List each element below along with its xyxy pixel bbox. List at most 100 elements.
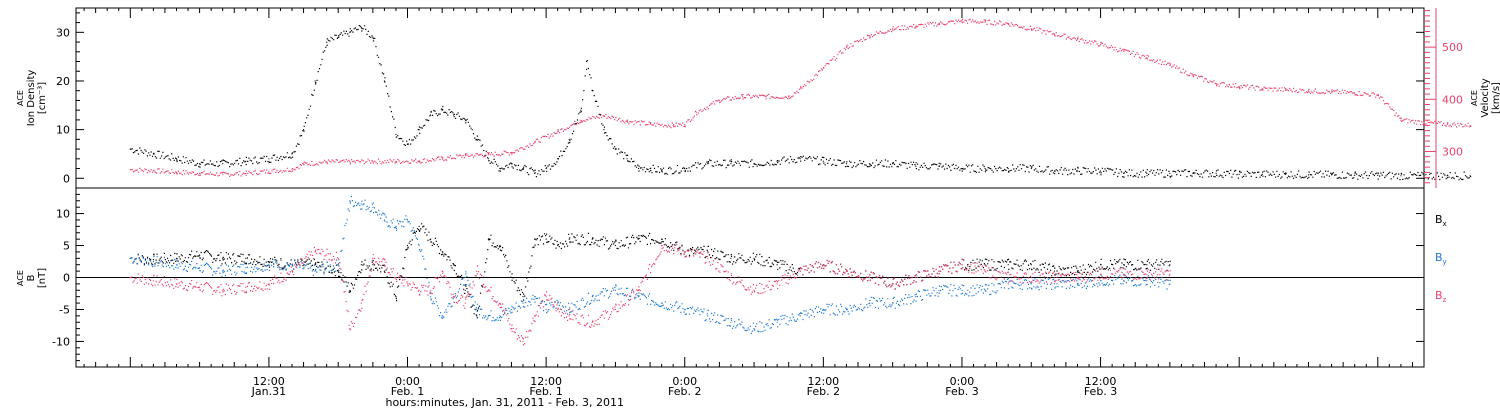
density-point-5: [245, 160, 247, 162]
bz-point-0: [129, 276, 131, 279]
velocity-point-51: [1261, 88, 1263, 90]
plot-frames: [75, 7, 1425, 368]
density-point-30: [557, 158, 559, 160]
x-axis-label: hours:minutes, Jan. 31, 2011 - Feb. 3, 2…: [385, 396, 624, 409]
by-point-21: [476, 308, 478, 311]
velocity-point-31: [799, 88, 801, 90]
x-tick-date-0: Jan.31: [251, 385, 286, 398]
density-tick-label-0: 0: [63, 172, 70, 185]
velocity-point-39: [984, 21, 986, 23]
bz-point-7: [291, 270, 293, 272]
bx-point-12: [372, 264, 374, 266]
by-point-35: [707, 315, 709, 317]
b-tick-label-5: 5: [63, 240, 70, 253]
bx-point-33: [661, 238, 663, 240]
density-point-10: [326, 41, 328, 43]
density-point-49: [869, 163, 871, 165]
velocity-point-52: [1284, 89, 1286, 91]
density-point-3: [199, 163, 201, 165]
velocity-point-55: [1354, 92, 1356, 94]
velocity-point-0: [129, 169, 131, 171]
bx-point-9: [337, 270, 339, 272]
density-tick-label-20: 20: [56, 75, 70, 88]
bz-point-2: [175, 283, 178, 285]
bx-point-2: [175, 257, 178, 259]
by-point-41: [845, 308, 848, 311]
x-tick-time-0: 12:00: [253, 375, 285, 388]
velocity-point-58: [1423, 122, 1425, 124]
bx-point-6: [268, 260, 270, 263]
by-point-20: [464, 276, 466, 279]
density-point-12: [349, 31, 351, 33]
bz-point-48: [1007, 276, 1009, 279]
x-tick-date-5: Feb. 3: [945, 385, 978, 398]
b-axis-label-line-0: ACE: [16, 270, 25, 286]
by-point-11: [360, 203, 362, 205]
by-point-15: [406, 219, 409, 221]
bx-point-3: [199, 254, 201, 256]
bx-point-30: [591, 238, 593, 240]
density-point-38: [637, 167, 640, 170]
bz-point-38: [776, 283, 778, 285]
bz-point-50: [1053, 276, 1055, 279]
velocity-point-13: [418, 160, 420, 162]
bz-point-8: [314, 251, 316, 253]
velocity-point-10: [349, 161, 351, 163]
bz-point-52: [1100, 273, 1102, 275]
x-tick-date-3: Feb. 2: [668, 385, 701, 398]
legend-bx: Bx: [1435, 213, 1447, 228]
bx-point-26: [534, 238, 536, 240]
density-point-75: [1469, 175, 1471, 177]
velocity-point-33: [845, 46, 848, 48]
by-point-0: [129, 257, 131, 259]
density-point-70: [1354, 174, 1356, 176]
density-point-2: [175, 158, 178, 160]
density-point-14: [372, 36, 374, 38]
velocity-point-27: [718, 99, 721, 101]
density-point-26: [510, 163, 513, 165]
bz-point-11: [360, 302, 362, 304]
density-point-56: [1030, 167, 1032, 170]
by-point-37: [753, 328, 755, 330]
density-point-47: [822, 160, 824, 162]
density-tick-label-10: 10: [56, 124, 70, 137]
density-point-69: [1331, 174, 1333, 176]
by-point-40: [822, 308, 824, 311]
labels: 0102030300400500-10-5051012:00Jan.310:00…: [16, 26, 1500, 409]
velocity-point-50: [1238, 85, 1240, 87]
bz-point-6: [268, 283, 270, 285]
density-point-40: [661, 170, 663, 172]
density-point-6: [268, 158, 270, 160]
bz-point-13: [383, 264, 385, 266]
bx-point-16: [418, 225, 420, 227]
density-point-35: [603, 129, 605, 131]
density-point-16: [395, 133, 397, 136]
density-point-51: [915, 165, 917, 167]
bx-point-54: [1146, 264, 1148, 266]
by-point-5: [245, 267, 247, 269]
bx-point-14: [395, 296, 397, 298]
velocity-point-2: [175, 171, 178, 173]
density-tick-label-30: 30: [56, 26, 70, 39]
bz-point-44: [915, 276, 917, 279]
velocity-point-45: [1123, 50, 1125, 52]
bx-point-15: [406, 244, 409, 247]
bz-point-33: [661, 244, 663, 247]
density-point-32: [580, 109, 582, 111]
by-point-45: [938, 289, 940, 291]
x-tick-time-6: 12:00: [1085, 375, 1117, 388]
velocity-point-4: [222, 173, 224, 175]
bx-point-1: [152, 259, 154, 261]
velocity-point-26: [695, 111, 697, 113]
by-point-33: [661, 302, 663, 304]
density-point-43: [730, 163, 732, 165]
bz-point-46: [961, 264, 963, 266]
density-point-74: [1446, 175, 1448, 177]
density-point-59: [1100, 170, 1102, 172]
density-point-66: [1261, 173, 1263, 175]
by-point-9: [337, 264, 339, 266]
velocity-point-46: [1146, 57, 1148, 59]
velocity-point-8: [303, 163, 305, 165]
bz-point-27: [545, 296, 547, 298]
velocity-tick-label-300: 300: [1442, 145, 1463, 158]
